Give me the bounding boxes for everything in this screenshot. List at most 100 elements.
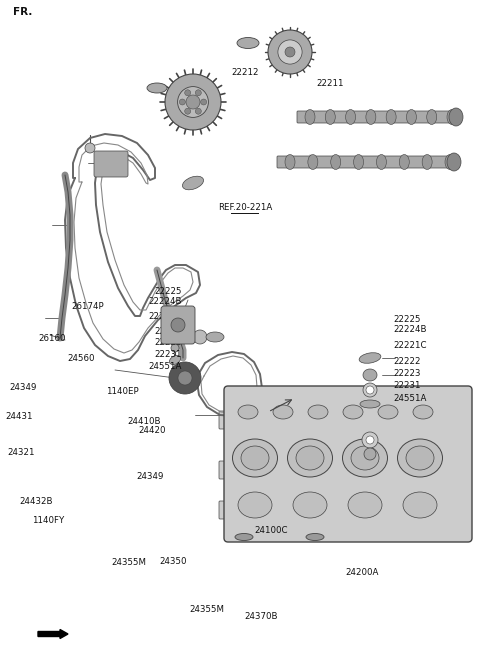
Text: 22222: 22222: [154, 327, 181, 336]
FancyBboxPatch shape: [94, 151, 128, 177]
FancyBboxPatch shape: [219, 501, 231, 519]
Text: 24551A: 24551A: [148, 361, 181, 371]
Text: 22223: 22223: [394, 369, 421, 378]
Ellipse shape: [182, 176, 204, 190]
Circle shape: [169, 362, 201, 394]
Ellipse shape: [407, 110, 417, 125]
Text: 22224B: 22224B: [394, 325, 427, 335]
Ellipse shape: [363, 369, 377, 381]
Circle shape: [186, 95, 200, 109]
Ellipse shape: [308, 155, 318, 169]
Circle shape: [362, 432, 378, 448]
Text: 24350: 24350: [159, 557, 187, 566]
Text: 24410B: 24410B: [127, 417, 161, 426]
Ellipse shape: [413, 405, 433, 419]
Ellipse shape: [403, 492, 437, 518]
Circle shape: [165, 74, 221, 130]
Text: 22223: 22223: [154, 338, 181, 347]
Ellipse shape: [285, 155, 295, 169]
Text: 22221B: 22221B: [148, 312, 181, 321]
Circle shape: [180, 99, 185, 105]
Circle shape: [278, 40, 302, 64]
Text: FR.: FR.: [13, 7, 33, 17]
Ellipse shape: [359, 353, 381, 363]
Circle shape: [366, 386, 374, 394]
Text: 24432B: 24432B: [19, 497, 53, 506]
Circle shape: [364, 448, 376, 460]
Circle shape: [285, 47, 295, 57]
Text: 24551A: 24551A: [394, 394, 427, 403]
FancyBboxPatch shape: [161, 306, 195, 344]
Text: 22231: 22231: [154, 350, 181, 359]
FancyBboxPatch shape: [224, 386, 472, 542]
Ellipse shape: [308, 405, 328, 419]
Text: 1140EP: 1140EP: [106, 387, 139, 396]
Ellipse shape: [406, 446, 434, 470]
Ellipse shape: [343, 405, 363, 419]
Ellipse shape: [331, 155, 341, 169]
Text: 22222: 22222: [394, 357, 421, 366]
Ellipse shape: [273, 405, 293, 419]
Ellipse shape: [232, 439, 277, 477]
FancyBboxPatch shape: [297, 111, 461, 123]
Ellipse shape: [325, 110, 336, 125]
FancyBboxPatch shape: [277, 156, 459, 168]
Circle shape: [171, 318, 185, 332]
Circle shape: [195, 108, 201, 114]
Text: 24349: 24349: [9, 382, 37, 392]
Ellipse shape: [237, 37, 259, 49]
Text: 24370B: 24370B: [245, 612, 278, 621]
Circle shape: [171, 344, 179, 352]
Ellipse shape: [449, 108, 463, 126]
Ellipse shape: [360, 400, 380, 408]
Ellipse shape: [238, 492, 272, 518]
Ellipse shape: [427, 110, 437, 125]
Ellipse shape: [147, 83, 167, 93]
Ellipse shape: [306, 533, 324, 541]
Ellipse shape: [235, 533, 253, 541]
Text: 22211: 22211: [316, 79, 344, 88]
Text: 24355M: 24355M: [189, 605, 224, 614]
Circle shape: [366, 436, 374, 444]
Text: 22224B: 22224B: [148, 297, 181, 306]
Ellipse shape: [241, 446, 269, 470]
Ellipse shape: [445, 155, 455, 169]
Circle shape: [201, 99, 206, 105]
Text: 24560: 24560: [67, 354, 95, 363]
Text: 1140FY: 1140FY: [32, 516, 64, 525]
Text: 22231: 22231: [394, 381, 421, 390]
Text: 24200A: 24200A: [346, 567, 379, 577]
Ellipse shape: [346, 110, 356, 125]
FancyArrow shape: [38, 630, 68, 638]
Ellipse shape: [296, 446, 324, 470]
Text: REF.20-221A: REF.20-221A: [217, 203, 272, 212]
Circle shape: [193, 330, 207, 344]
Ellipse shape: [386, 110, 396, 125]
Ellipse shape: [169, 356, 180, 365]
Ellipse shape: [422, 155, 432, 169]
Text: 22212: 22212: [231, 68, 259, 77]
Circle shape: [178, 87, 208, 117]
Circle shape: [195, 90, 201, 96]
Circle shape: [178, 371, 192, 385]
Ellipse shape: [305, 110, 315, 125]
Circle shape: [185, 108, 191, 114]
Ellipse shape: [447, 153, 461, 171]
Ellipse shape: [288, 439, 333, 477]
Text: 24355M: 24355M: [111, 558, 146, 567]
Text: 22221C: 22221C: [394, 341, 427, 350]
Circle shape: [268, 30, 312, 74]
Text: 22225: 22225: [394, 315, 421, 324]
FancyBboxPatch shape: [219, 461, 231, 479]
Ellipse shape: [343, 439, 387, 477]
Text: 22225: 22225: [154, 287, 181, 296]
Circle shape: [185, 90, 191, 96]
Ellipse shape: [366, 110, 376, 125]
Ellipse shape: [376, 155, 386, 169]
Ellipse shape: [397, 439, 443, 477]
Text: 24349: 24349: [136, 472, 164, 481]
Ellipse shape: [399, 155, 409, 169]
Text: 24321: 24321: [7, 448, 35, 457]
FancyBboxPatch shape: [219, 411, 231, 429]
Ellipse shape: [348, 492, 382, 518]
